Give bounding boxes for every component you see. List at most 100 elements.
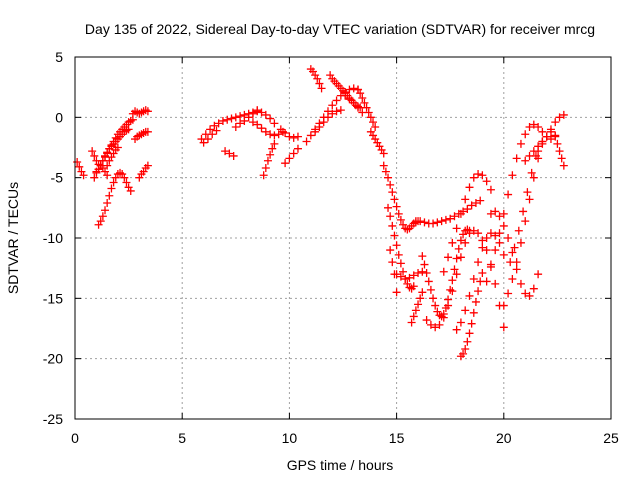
data-point [456,318,465,327]
data-point [199,138,208,147]
data-point [426,320,435,329]
data-series [281,144,302,168]
data-point [461,195,470,204]
data-point [285,132,294,141]
data-series [439,170,495,276]
data-point [506,258,515,267]
data-point [289,149,298,158]
data-point [446,214,455,223]
data-point [422,316,431,325]
data-point [390,195,399,204]
y-tick-label: -20 [43,351,63,367]
data-series [131,127,152,144]
data-point [476,196,485,205]
data-series [94,168,135,229]
data-point [281,129,290,138]
data-series [259,139,279,180]
data-point [103,171,112,180]
data-point [332,96,341,105]
data-point [371,122,380,131]
data-point [407,318,416,327]
data-point [113,143,122,152]
data-point [390,231,399,240]
data-point [414,300,423,309]
data-point [465,183,474,192]
data-point [315,79,324,88]
data-point [341,91,350,100]
data-point [510,243,519,252]
data-point [90,173,99,182]
data-point [409,282,418,291]
data-point [508,275,517,284]
data-point [124,125,133,134]
data-point [418,288,427,297]
data-point [534,122,543,131]
data-point [418,267,427,276]
data-point [555,113,564,122]
data-point [236,119,245,128]
data-point [426,285,435,294]
data-point [143,107,152,116]
data-point [261,164,270,173]
data-point [448,276,457,285]
data-point [236,112,245,121]
data-series [311,106,345,136]
data-point [416,217,425,226]
data-point [499,221,508,230]
x-tick-label: 10 [282,430,298,446]
data-point [452,270,461,279]
data-point [384,173,393,182]
data-point [439,313,448,322]
data-point [504,289,513,298]
data-point [469,308,478,317]
data-point [512,154,521,163]
data-point [210,121,219,130]
data-point [444,253,453,262]
data-point [345,85,354,94]
data-point [105,191,114,200]
data-point [399,267,408,276]
data-point [259,171,268,180]
data-point [392,241,401,250]
data-point [221,147,230,156]
data-point [461,238,470,247]
data-point [525,122,534,131]
data-point [358,94,367,103]
data-point [274,130,283,139]
data-point [467,201,476,210]
data-point [521,156,530,165]
data-series [354,85,380,131]
data-point [388,188,397,197]
data-point [478,268,487,277]
data-point [456,209,465,218]
data-point [396,259,405,268]
data-point [452,224,461,233]
data-point [431,301,440,310]
data-point [495,238,504,247]
data-point [293,132,302,141]
data-point [516,279,525,288]
data-series [248,118,287,140]
data-point [420,218,429,227]
data-series [456,268,487,361]
data-point [143,127,152,136]
data-point [456,253,465,262]
data-point [553,139,562,148]
data-point [103,199,112,208]
data-point [289,133,298,142]
data-series [128,106,152,118]
data-point [244,113,253,122]
data-point [486,185,495,194]
x-tick-label: 5 [178,430,186,446]
y-tick-label: -5 [51,170,64,186]
data-point [437,217,446,226]
data-point [504,190,513,199]
data-series [551,131,568,170]
data-series [452,229,508,334]
data-point [143,161,152,170]
data-point [467,319,476,328]
y-tick-label: 5 [55,49,63,65]
data-point [499,250,508,259]
data-point [469,275,478,284]
